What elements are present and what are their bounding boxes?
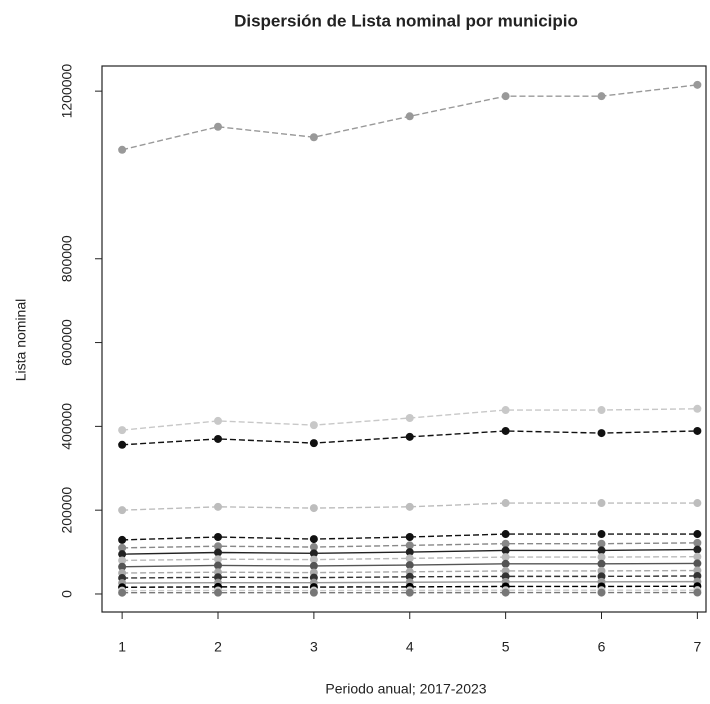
data-point xyxy=(214,502,223,511)
data-point xyxy=(501,553,510,562)
data-point xyxy=(309,439,318,448)
data-point xyxy=(118,543,127,552)
data-point xyxy=(693,545,702,554)
x-tick-label: 2 xyxy=(214,639,222,655)
data-point xyxy=(214,561,223,570)
data-point xyxy=(501,499,510,508)
data-point xyxy=(693,530,702,539)
data-point xyxy=(693,559,702,568)
data-point xyxy=(214,548,223,557)
data-point xyxy=(309,133,318,142)
y-tick-label: 800000 xyxy=(59,235,75,282)
y-tick-label: 400000 xyxy=(59,403,75,450)
data-point xyxy=(309,421,318,430)
data-point xyxy=(597,588,606,597)
data-point xyxy=(309,561,318,570)
data-point xyxy=(405,548,414,557)
x-tick-label: 4 xyxy=(406,639,414,655)
x-tick-label: 7 xyxy=(693,639,701,655)
data-point xyxy=(597,546,606,555)
data-point xyxy=(597,406,606,415)
y-tick-label: 0 xyxy=(59,590,75,598)
data-point xyxy=(405,413,414,422)
plot-frame xyxy=(101,65,707,613)
data-point xyxy=(501,426,510,435)
data-point xyxy=(405,541,414,550)
data-point xyxy=(405,502,414,511)
data-point xyxy=(597,429,606,438)
data-point xyxy=(118,145,127,154)
data-point xyxy=(309,535,318,544)
data-point xyxy=(214,434,223,443)
data-point xyxy=(405,554,414,563)
data-point xyxy=(597,559,606,568)
data-point xyxy=(118,535,127,544)
data-point xyxy=(214,532,223,541)
data-point xyxy=(597,553,606,562)
data-point xyxy=(309,543,318,552)
data-point xyxy=(597,92,606,101)
chart-title: Dispersión de Lista nominal por municipi… xyxy=(234,11,578,30)
data-point xyxy=(118,562,127,571)
data-point xyxy=(501,92,510,101)
data-point xyxy=(309,549,318,558)
y-tick-label: 1200000 xyxy=(59,64,75,119)
data-point xyxy=(405,532,414,541)
data-point xyxy=(501,559,510,568)
data-point xyxy=(118,440,127,449)
data-point xyxy=(118,550,127,559)
data-point xyxy=(597,499,606,508)
data-point xyxy=(693,404,702,413)
data-point xyxy=(405,432,414,441)
data-point xyxy=(501,588,510,597)
y-tick-label: 600000 xyxy=(59,319,75,366)
data-point xyxy=(501,406,510,415)
x-tick-label: 1 xyxy=(118,639,126,655)
data-point xyxy=(693,571,702,580)
data-point xyxy=(309,555,318,564)
x-tick-label: 5 xyxy=(502,639,510,655)
data-point xyxy=(501,539,510,548)
data-point xyxy=(214,416,223,425)
y-axis-label: Lista nominal xyxy=(13,299,29,382)
data-point xyxy=(118,426,127,435)
x-tick-label: 3 xyxy=(310,639,318,655)
data-point xyxy=(214,542,223,551)
data-point xyxy=(597,539,606,548)
data-point xyxy=(693,426,702,435)
data-point xyxy=(597,530,606,539)
data-point xyxy=(118,506,127,515)
data-point xyxy=(693,588,702,597)
data-point xyxy=(214,122,223,131)
x-axis-label: Periodo anual; 2017-2023 xyxy=(325,681,486,697)
data-point xyxy=(405,112,414,121)
data-point xyxy=(693,80,702,89)
y-tick-label: 200000 xyxy=(59,487,75,534)
data-point xyxy=(118,556,127,565)
x-tick-label: 6 xyxy=(598,639,606,655)
data-point xyxy=(405,561,414,570)
data-point xyxy=(309,504,318,513)
data-point xyxy=(214,555,223,564)
data-point xyxy=(501,546,510,555)
data-point xyxy=(501,530,510,539)
data-point xyxy=(309,588,318,597)
data-point xyxy=(693,499,702,508)
data-point xyxy=(693,552,702,561)
data-point xyxy=(693,538,702,547)
data-point xyxy=(405,588,414,597)
data-point xyxy=(118,588,127,597)
data-point xyxy=(214,588,223,597)
